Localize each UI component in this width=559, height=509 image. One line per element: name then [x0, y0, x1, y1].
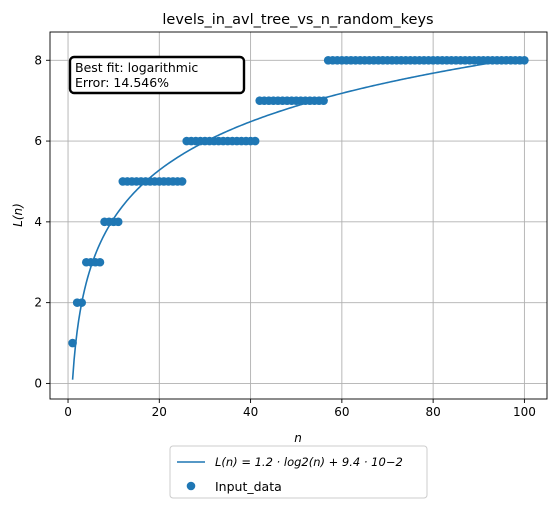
y-tick-label: 8 [34, 53, 42, 67]
data-point [250, 136, 260, 146]
legend: L(n) = 1.2 · log2(n) + 9.4 · 10−2 Input_… [169, 445, 428, 499]
chart-title: levels_in_avl_tree_vs_n_random_keys [162, 12, 433, 28]
legend-data-swatch [186, 481, 196, 491]
y-tick-label: 2 [34, 296, 42, 310]
data-point [95, 257, 105, 267]
x-tick-label: 80 [425, 405, 440, 419]
annotation-box [68, 55, 246, 95]
y-tick-label: 6 [34, 134, 42, 148]
data-point [113, 217, 123, 227]
fit-annotation: Best fit: logarithmic Error: 14.546% [68, 55, 246, 95]
legend-box [169, 445, 428, 499]
x-tick-label: 60 [334, 405, 349, 419]
y-tick-label: 0 [34, 376, 42, 390]
x-axis-label: n [294, 431, 302, 445]
x-axis: 0 20 40 60 80 100 [64, 399, 536, 419]
legend-data-label: Input_data [215, 479, 282, 494]
annotation-line-2: Error: 14.546% [75, 75, 169, 90]
data-point [68, 338, 77, 348]
y-axis-label: L(n) [11, 203, 25, 227]
x-tick-label: 0 [64, 405, 72, 419]
x-tick-label: 20 [152, 405, 167, 419]
y-tick-label: 4 [34, 215, 42, 229]
plot-frame [49, 31, 548, 400]
x-tick-label: 40 [243, 405, 258, 419]
x-tick-label: 100 [513, 405, 536, 419]
annotation-line-1: Best fit: logarithmic [75, 60, 198, 75]
points-layer [68, 55, 529, 348]
legend-fit-label: L(n) = 1.2 · log2(n) + 9.4 · 10−2 [215, 455, 403, 469]
y-axis: 0 2 4 6 8 [34, 53, 50, 390]
data-point [319, 96, 328, 105]
data-point [177, 177, 187, 186]
data-point [77, 298, 87, 307]
data-point [520, 55, 529, 65]
